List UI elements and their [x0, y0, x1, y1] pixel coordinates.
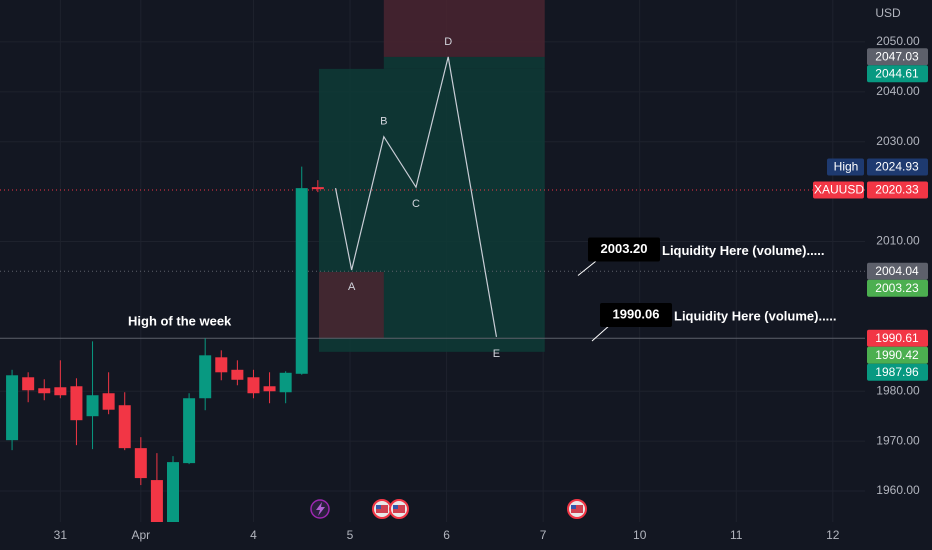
x-tick-label: 11 [730, 528, 743, 542]
price-marker-label: 1990.42 [875, 348, 919, 362]
flag-glyph [393, 505, 398, 509]
x-tick-label: 4 [250, 528, 257, 542]
position-zone [383, 56, 545, 69]
point-label: A [348, 281, 356, 293]
series-name: High [834, 160, 859, 174]
y-tick-label: 1960.00 [876, 483, 920, 497]
candle-body [311, 187, 324, 190]
y-tick-label: 2010.00 [876, 234, 920, 248]
x-tick-label: 6 [443, 528, 450, 542]
price-marker-label: 2003.23 [875, 281, 919, 295]
flag-glyph [571, 505, 583, 513]
price-marker [867, 65, 928, 83]
price-marker [867, 346, 928, 364]
candle-body [6, 375, 19, 441]
y-tick-label: 2050.00 [876, 34, 920, 48]
x-tick-label: 5 [347, 528, 354, 542]
callout-price: 2003.20 [601, 241, 648, 256]
candle-body [134, 448, 147, 479]
candle-body [38, 388, 51, 394]
y-tick-label: 1970.00 [876, 433, 920, 447]
price-marker [867, 262, 928, 280]
event-icons [310, 499, 587, 519]
callout-text: Liquidity Here (volume)..... [674, 308, 837, 323]
x-tick-label: 10 [633, 528, 647, 542]
callout-text: Liquidity Here (volume)..... [662, 243, 825, 258]
position-zone [318, 271, 384, 338]
candle-body [295, 188, 308, 374]
callout-price: 1990.06 [613, 306, 660, 321]
flag-glyph [376, 505, 388, 513]
x-tick-label: 7 [540, 528, 547, 542]
price-marker-label: 1990.61 [875, 331, 919, 345]
x-tick-label: 31 [54, 528, 68, 542]
y-tick-label: 2040.00 [876, 84, 920, 98]
candle-body [22, 377, 35, 391]
candle-body [231, 369, 244, 380]
flag-glyph [571, 505, 576, 509]
candle-body [215, 357, 228, 373]
callout-pointer [577, 259, 599, 276]
price-marker-label: 2047.03 [875, 49, 919, 63]
price-marker-label: 1987.96 [875, 365, 919, 379]
x-tick-label: 12 [826, 528, 840, 542]
candle-body [279, 372, 292, 393]
callout-box [588, 237, 660, 262]
candle-body [118, 405, 131, 449]
currency-label: USD [875, 6, 901, 20]
y-tick-label: 2030.00 [876, 134, 920, 148]
price-marker [867, 329, 928, 347]
position-zone [383, 0, 545, 57]
price-marker [867, 363, 928, 381]
price-marker-label: 2024.93 [875, 160, 919, 174]
series-name-box [827, 158, 864, 176]
candle-body [167, 462, 179, 522]
candle-body [70, 386, 83, 421]
flag-glyph [376, 505, 381, 509]
candle-body [263, 386, 276, 392]
series-name: XAUUSD [814, 183, 864, 197]
candle-body [102, 393, 115, 410]
callout-pointer [591, 324, 611, 342]
plot-area [0, 0, 865, 522]
projection-path [334, 56, 498, 337]
price-marker [867, 158, 928, 176]
y-tick-label: 1980.00 [876, 383, 920, 397]
point-label: D [444, 36, 452, 48]
candle-body [54, 387, 67, 396]
x-tick-label: Apr [131, 528, 150, 542]
point-label: E [493, 348, 500, 360]
price-marker [867, 279, 928, 297]
price-marker [867, 181, 928, 199]
series-name-box [813, 181, 864, 199]
point-label: C [412, 198, 420, 210]
price-marker [867, 48, 928, 66]
candle-body [86, 395, 99, 417]
price-marker-label: 2004.04 [875, 264, 919, 278]
candle-body [247, 377, 260, 394]
price-marker-label: 2044.61 [875, 66, 919, 80]
point-label: B [380, 116, 387, 128]
candle-body [199, 355, 212, 399]
candle-body [150, 480, 163, 522]
event-icon-glyph [316, 502, 325, 516]
callout-box [600, 303, 672, 328]
candle-body [183, 398, 196, 464]
flag-glyph [393, 505, 405, 513]
price-marker-label: 2020.33 [875, 183, 919, 197]
annotation: High of the week [128, 313, 232, 328]
